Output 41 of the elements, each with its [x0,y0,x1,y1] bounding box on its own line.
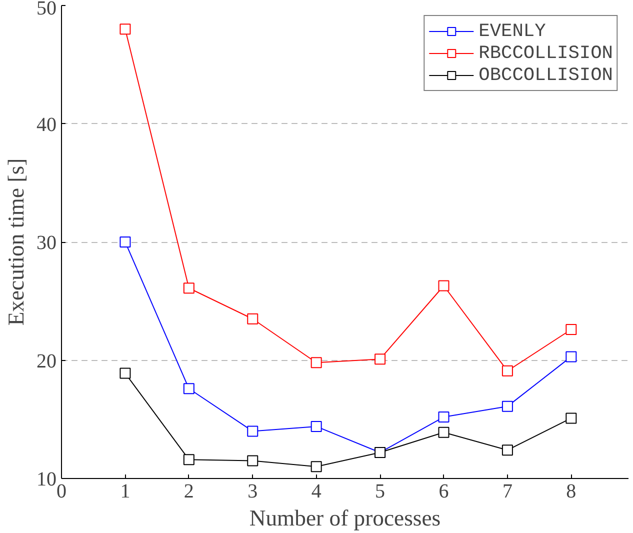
point [566,412,577,424]
point [566,324,577,336]
point [120,368,131,379]
legend-label: OBCCOLLISION [478,64,613,86]
x-tick-label: 1 [120,480,130,502]
x-tick-label: 4 [311,480,322,502]
point [183,383,194,394]
point [310,357,322,368]
point [374,354,386,365]
point [310,461,322,472]
point [502,444,513,456]
y-tick-label: 10 [36,468,56,490]
point [183,454,194,466]
point [502,400,513,412]
legend-label: EVENLY [478,20,546,42]
point [310,420,322,432]
y-tick-label: 50 [36,0,56,20]
y-tick-label: 30 [36,232,56,254]
x-tick-label: 3 [248,480,258,502]
point [502,365,513,376]
x-tick-label: 8 [566,480,576,502]
y-tick-label: 20 [36,350,56,372]
x-tick-label: 2 [184,480,194,502]
point [438,426,450,438]
point [247,313,258,324]
point [247,455,258,466]
y-tick-label: 40 [36,114,56,136]
point [120,236,131,248]
x-tick-label: 5 [375,480,386,502]
y-axis-title: Execution time [s] [4,158,28,326]
x-axis-title: Number of processes [249,506,441,530]
point [120,24,131,35]
x-tick-label: 7 [502,480,512,502]
legend-label: RBCCOLLISION [478,42,613,64]
point [566,351,577,362]
x-tick-label: 6 [438,480,449,502]
x-tick-label: 0 [56,480,66,502]
point [438,280,450,292]
point [438,412,450,423]
point [247,426,258,437]
point [183,282,194,294]
